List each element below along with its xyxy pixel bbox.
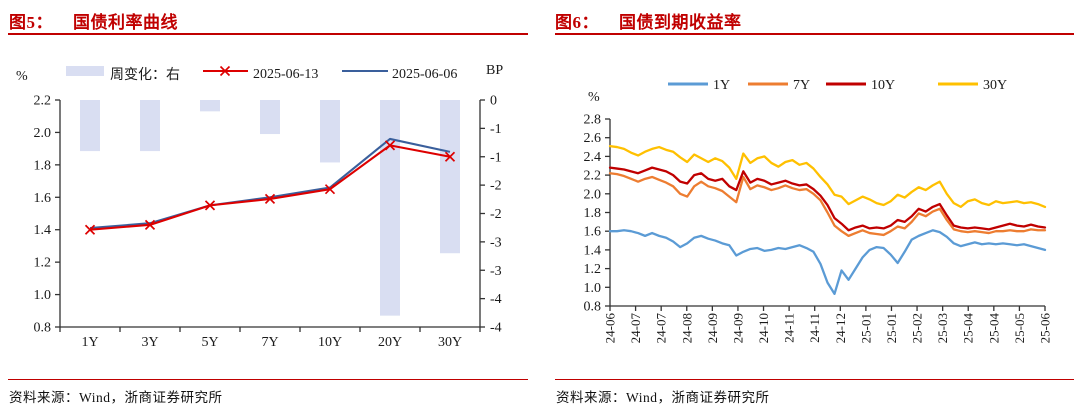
svg-text:24-09: 24-09	[705, 313, 720, 343]
svg-text:-2: -2	[490, 207, 502, 222]
svg-text:-1: -1	[490, 150, 502, 165]
svg-text:2.4: 2.4	[584, 150, 602, 165]
fig6-legend: 1Y 7Y 10Y 30Y	[668, 78, 1007, 93]
fig6-axis-labels: 2.8 2.6 2.4 2.2 2.0 1.8 1.6 1.4 1.2 1.0 0.824-06 24…	[584, 90, 1053, 343]
svg-text:1.4: 1.4	[584, 243, 602, 258]
svg-text:0.8: 0.8	[584, 300, 602, 315]
svg-text:2.0: 2.0	[584, 187, 602, 202]
series-line-10Y	[608, 166, 1047, 232]
svg-text:-3: -3	[490, 264, 502, 279]
svg-text:24-07: 24-07	[654, 313, 669, 344]
svg-text:1.0: 1.0	[34, 288, 52, 303]
svg-text:0: 0	[490, 94, 497, 109]
svg-text:-4: -4	[490, 292, 502, 307]
svg-text:25-02: 25-02	[910, 313, 925, 343]
svg-text:20Y: 20Y	[378, 335, 402, 350]
svg-text:BP: BP	[486, 63, 503, 78]
series-line-7Y	[608, 172, 1047, 238]
svg-text:1.6: 1.6	[584, 225, 602, 240]
figure-5-bottom-rule	[8, 379, 528, 380]
figure-6-number: 图6：	[555, 13, 599, 32]
svg-text:24-11: 24-11	[782, 313, 797, 343]
svg-text:25-04: 25-04	[961, 313, 976, 344]
fig5-legend: 周变化：右 2025-06-13 2025-06-06	[66, 65, 457, 83]
svg-text:1.8: 1.8	[34, 158, 52, 173]
svg-text:24-08: 24-08	[679, 313, 694, 343]
svg-text:1Y: 1Y	[81, 335, 98, 350]
series-line-2025-06-06	[89, 137, 451, 230]
fig5-plot: 2.2 2.0 1.8 1.6 1.4 1.2 1.0 0.8 0 -1 -1 -2 -2 -3 -3 -4 -…	[16, 63, 503, 350]
svg-text:24-07: 24-07	[628, 313, 643, 344]
legend-label: 10Y	[871, 78, 895, 93]
fig5-axes	[55, 99, 485, 332]
legend-label: 30Y	[983, 78, 1007, 93]
svg-text:25-06: 25-06	[1038, 313, 1053, 344]
svg-text:1.6: 1.6	[34, 191, 52, 206]
svg-text:5Y: 5Y	[201, 335, 218, 350]
legend-label: 周变化：右	[110, 67, 180, 83]
legend-label: 2025-06-06	[392, 67, 457, 82]
series-line-30Y	[608, 144, 1047, 209]
figure-6-bottom-rule	[555, 379, 1074, 380]
svg-text:2.6: 2.6	[584, 131, 602, 146]
fig5-axis-labels: 2.2 2.0 1.8 1.6 1.4 1.2 1.0 0.8 0 -1 -1 -2 -2 -3 -3 -4 -…	[16, 63, 503, 350]
figure-6-chart: 2.8 2.6 2.4 2.2 2.0 1.8 1.6 1.4 1.2 1.0 0.824-06 24…	[584, 78, 1053, 343]
svg-text:-4: -4	[490, 321, 502, 336]
fig6-axes	[605, 118, 1046, 311]
svg-text:24-11: 24-11	[807, 313, 822, 343]
fig6-plot: 2.8 2.6 2.4 2.2 2.0 1.8 1.6 1.4 1.2 1.0 0.824-06 24…	[584, 78, 1053, 343]
svg-text:24-12: 24-12	[833, 313, 848, 343]
svg-text:%: %	[588, 90, 600, 105]
svg-text:25-01: 25-01	[884, 313, 899, 343]
svg-text:25-01: 25-01	[858, 313, 873, 343]
figure-6-title-text: 国债到期收益率	[619, 13, 742, 32]
svg-text:2.0: 2.0	[34, 126, 52, 141]
series-line-1Y	[608, 229, 1047, 295]
legend-label: 7Y	[793, 78, 810, 93]
figure-5-number: 图5：	[9, 13, 53, 32]
svg-text:10Y: 10Y	[318, 335, 342, 350]
svg-text:25-03: 25-03	[935, 313, 950, 343]
svg-text:2.8: 2.8	[584, 113, 602, 128]
figure-6-title-rule	[555, 33, 1074, 35]
weekly-change-bars	[80, 100, 460, 316]
figure-5-title: 图5： 国债利率曲线	[9, 8, 178, 33]
series-markers-2025-06-13	[84, 140, 456, 235]
svg-text:-1: -1	[490, 122, 502, 137]
svg-text:1.2: 1.2	[584, 262, 602, 277]
legend-label: 2025-06-13	[253, 67, 318, 82]
figure-5-source: 资料来源：Wind，浙商证券研究所	[9, 390, 223, 405]
figure-6-source: 资料来源：Wind，浙商证券研究所	[556, 390, 770, 405]
svg-text:0.8: 0.8	[34, 321, 52, 336]
figure-5-title-rule	[8, 33, 528, 35]
svg-text:2.2: 2.2	[584, 169, 602, 184]
svg-text:1.0: 1.0	[584, 281, 602, 296]
svg-text:%: %	[16, 69, 28, 84]
svg-text:30Y: 30Y	[438, 335, 462, 350]
svg-text:25-05: 25-05	[1012, 313, 1027, 343]
svg-text:24-10: 24-10	[756, 313, 771, 343]
svg-text:-3: -3	[490, 235, 502, 250]
figure-5-panel: 图5： 国债利率曲线 2.2 2.0 1.8 1.6 1.4 1.2 1.0 0.8 0 -1 -1 -…	[8, 8, 528, 405]
svg-text:-2: -2	[490, 179, 502, 194]
figure-6-title: 图6： 国债到期收益率	[555, 8, 742, 33]
svg-text:24-06: 24-06	[603, 313, 618, 344]
svg-text:1.4: 1.4	[34, 223, 52, 238]
svg-text:1.8: 1.8	[584, 206, 602, 221]
svg-text:1.2: 1.2	[34, 256, 52, 271]
svg-text:24-09: 24-09	[730, 313, 745, 343]
svg-text:25-04: 25-04	[986, 313, 1001, 344]
figure-6-panel: 图6： 国债到期收益率 2.8 2.6 2.4 2.2 2.0 1.8 1.6 1.4 1.2 1.…	[540, 0, 1080, 413]
svg-text:7Y: 7Y	[261, 335, 278, 350]
svg-text:2.2: 2.2	[34, 94, 52, 109]
svg-text:3Y: 3Y	[141, 335, 158, 350]
figure-5-title-text: 国债利率曲线	[73, 13, 178, 32]
figure-5-chart: 2.2 2.0 1.8 1.6 1.4 1.2 1.0 0.8 0 -1 -1 -2 -2 -3 -3 -4 -…	[16, 63, 503, 350]
legend-label: 1Y	[713, 78, 730, 93]
